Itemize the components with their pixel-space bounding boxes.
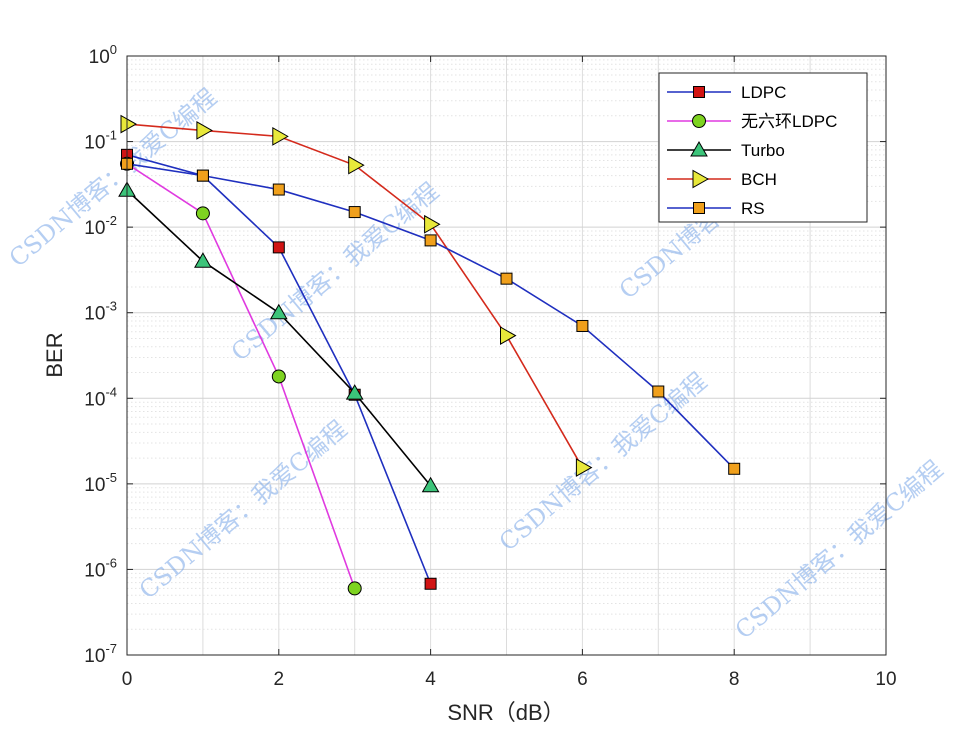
x-axis-label: SNR（dB） (447, 700, 564, 725)
data-point (424, 234, 437, 247)
data-point (424, 577, 437, 590)
legend-entry: LDPC (667, 83, 786, 102)
y-axis: 100 10-1 10-2 10-3 10-4 10-5 10-6 10-7 (84, 42, 886, 667)
legend-entry: 无六环LDPC (667, 112, 837, 131)
legend-marker (693, 202, 705, 214)
data-point (345, 384, 364, 400)
data-point (196, 169, 209, 182)
y-tick-label: 10-4 (84, 384, 117, 410)
x-tick-label: 0 (122, 669, 133, 690)
legend-marker (693, 86, 705, 98)
plot-frame (126, 55, 887, 656)
data-point (576, 319, 589, 332)
legend-marker (692, 169, 710, 189)
legend-marker (690, 140, 708, 157)
legend: LDPC 无六环LDPC Turbo BCH RS (658, 72, 868, 223)
y-tick-label: 100 (89, 42, 117, 68)
data-point (421, 476, 440, 493)
legend-label: 无六环LDPC (741, 112, 837, 131)
data-point (272, 241, 285, 254)
legend-label: Turbo (741, 141, 785, 160)
data-point (120, 114, 138, 134)
data-point (272, 127, 289, 146)
legend-entry: Turbo (667, 140, 785, 160)
data-point (348, 206, 361, 219)
data-point (500, 326, 517, 345)
data-point (348, 155, 365, 175)
legend-marker (692, 114, 706, 128)
x-tick-label: 10 (875, 669, 896, 690)
data-point (195, 206, 210, 221)
series-4 (120, 114, 593, 477)
data-point (272, 183, 285, 196)
legend-label: RS (741, 199, 765, 218)
data-point (269, 303, 288, 320)
series-line (126, 163, 356, 589)
series-5 (121, 157, 741, 475)
legend-label: LDPC (741, 83, 786, 102)
y-tick-label: 10-2 (84, 213, 117, 239)
data-point (424, 214, 441, 234)
y-tick-label: 10-7 (84, 641, 117, 667)
x-tick-label: 8 (729, 669, 740, 690)
legend-label: BCH (741, 170, 777, 189)
data-point (575, 458, 593, 477)
y-tick-label: 10-3 (84, 299, 117, 325)
x-tick-label: 2 (274, 669, 285, 690)
legend-entry: BCH (667, 169, 777, 189)
y-axis-label: BER (42, 332, 67, 377)
x-tick-label: 6 (577, 669, 588, 690)
data-point (271, 369, 286, 384)
y-tick-label: 10-1 (84, 128, 117, 154)
series-3 (118, 181, 440, 493)
data-point (196, 121, 213, 140)
y-tick-label: 10-5 (84, 470, 117, 496)
data-point (194, 252, 212, 268)
data-point (728, 462, 741, 475)
legend-entry: RS (667, 199, 765, 218)
x-tick-label: 4 (425, 669, 436, 690)
data-point (347, 581, 362, 596)
y-tick-label: 10-6 (84, 555, 117, 581)
x-axis: 0 2 4 6 8 10 (122, 56, 897, 690)
data-point (500, 272, 513, 285)
data-point (652, 385, 665, 398)
